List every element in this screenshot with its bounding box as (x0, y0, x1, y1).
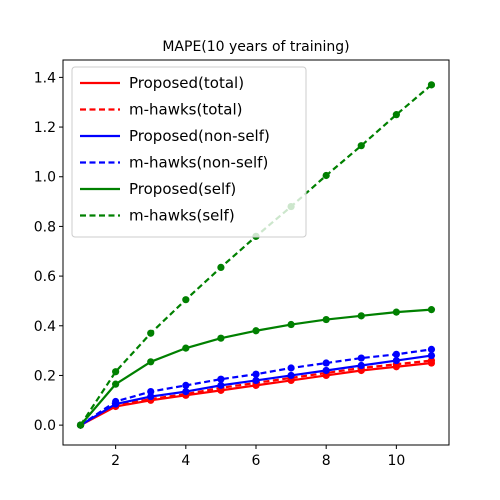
data-point (182, 296, 190, 304)
y-tick-label: 1.2 (34, 120, 56, 136)
x-axis-ticks: 2 4 6 8 10 (111, 445, 405, 469)
y-tick-label: 1.4 (34, 70, 56, 86)
data-point (392, 356, 400, 365)
legend-label: m-hawks(non-self) (129, 154, 268, 172)
data-point (112, 380, 120, 388)
legend-entry-proposed-self: Proposed(self) (80, 180, 236, 198)
data-point (147, 358, 155, 366)
legend-label: m-hawks(self) (129, 207, 235, 225)
x-tick-label: 10 (387, 453, 405, 469)
data-point (427, 356, 436, 365)
legend-entry-m-hawks-non-self: m-hawks(non-self) (80, 154, 268, 172)
plot-frame (62, 59, 450, 446)
legend-label: Proposed(total) (129, 74, 244, 92)
data-point (357, 312, 365, 320)
data-point (217, 375, 225, 383)
data-point (217, 381, 225, 389)
legend-box (71, 66, 307, 238)
data-point (322, 315, 330, 324)
data-point (217, 263, 225, 271)
legend-entry-m-hawks-total: m-hawks(total) (80, 101, 243, 119)
legend: Proposed(total) m-hawks(total) Proposed(no… (71, 66, 307, 238)
data-point (392, 350, 400, 358)
data-point (252, 370, 260, 378)
series-proposed-self (76, 306, 436, 429)
data-point (76, 421, 85, 429)
y-tick-label: 0.2 (34, 368, 56, 384)
data-point (322, 359, 330, 367)
x-tick-label: 6 (252, 453, 261, 469)
data-point (392, 308, 400, 316)
x-tick-label: 4 (181, 453, 190, 469)
data-point (392, 111, 400, 119)
data-point (182, 344, 190, 352)
x-tick-label: 2 (111, 453, 120, 469)
chart-title: MAPE(10 years of training) (162, 39, 349, 55)
data-point (287, 364, 295, 372)
data-point (427, 306, 436, 314)
data-point (357, 361, 365, 370)
data-point (287, 320, 295, 329)
data-point (427, 351, 436, 360)
legend-entry-proposed-total: Proposed(total) (80, 74, 244, 92)
y-tick-label: 0.4 (34, 319, 56, 335)
data-point (217, 334, 225, 342)
legend-label: Proposed(non-self) (129, 127, 270, 145)
data-point (287, 371, 295, 380)
data-point (322, 171, 330, 180)
data-point (147, 392, 155, 401)
y-tick-label: 0.6 (34, 269, 56, 285)
y-tick-label: 1.0 (34, 170, 56, 186)
data-point (252, 327, 260, 335)
data-point (147, 388, 155, 396)
data-point (357, 354, 365, 362)
series-proposed-non-self (76, 351, 436, 429)
data-point (112, 368, 120, 376)
legend-entry-m-hawks-self: m-hawks(self) (80, 207, 235, 225)
y-tick-label: 0.0 (34, 418, 56, 434)
x-tick-label: 8 (322, 453, 331, 469)
data-point (427, 345, 436, 353)
data-point (147, 329, 155, 337)
data-point (322, 366, 330, 375)
y-axis-ticks: 0.0 0.2 0.4 0.6 0.8 1.0 1.2 1.4 (34, 70, 63, 434)
data-point (182, 381, 190, 389)
data-point (427, 81, 436, 89)
y-tick-label: 0.8 (34, 219, 56, 235)
data-point (252, 376, 260, 385)
data-point (357, 142, 365, 150)
legend-entry-proposed-non-self: Proposed(non-self) (80, 127, 270, 145)
data-point (112, 397, 120, 406)
legend-label: Proposed(self) (129, 180, 236, 198)
legend-label: m-hawks(total) (129, 101, 243, 119)
data-point (182, 388, 190, 396)
